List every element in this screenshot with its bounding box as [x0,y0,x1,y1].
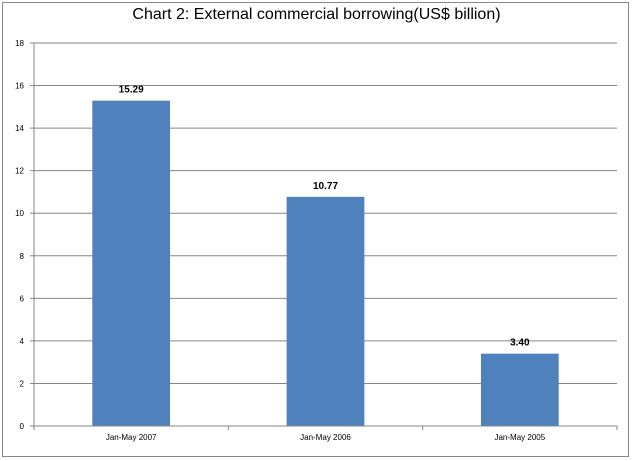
bar-2 [286,196,365,426]
y-tick-label: 4 [20,337,25,346]
y-tick-label: 14 [15,124,24,133]
data-label: 3.40 [510,338,530,349]
x-tick-label: Jan-May 2005 [494,433,545,442]
x-tick-label: Jan-May 2006 [300,433,351,442]
x-tick-label: Jan-May 2007 [106,433,157,442]
y-tick-label: 10 [15,209,24,218]
y-tick-label: 12 [15,167,24,176]
y-tick-label: 8 [20,252,25,261]
y-tick-label: 16 [15,82,24,91]
axes [30,42,618,430]
bars [92,100,559,426]
data-label: 10.77 [313,181,338,192]
labels: 0 2 4 6 8 10 12 14 16 18 15.29 Jan-May 2007 10.77 Jan… [15,39,546,442]
bar-3 [480,353,559,426]
y-tick-label: 0 [20,422,25,431]
data-label: 15.29 [119,85,144,96]
y-tick-label: 18 [15,39,24,48]
y-tick-label: 6 [20,294,25,303]
chart-title: Chart 2: External commercial borrowing(U… [132,6,501,23]
bar-1 [92,100,171,426]
y-tick-label: 2 [20,379,25,388]
